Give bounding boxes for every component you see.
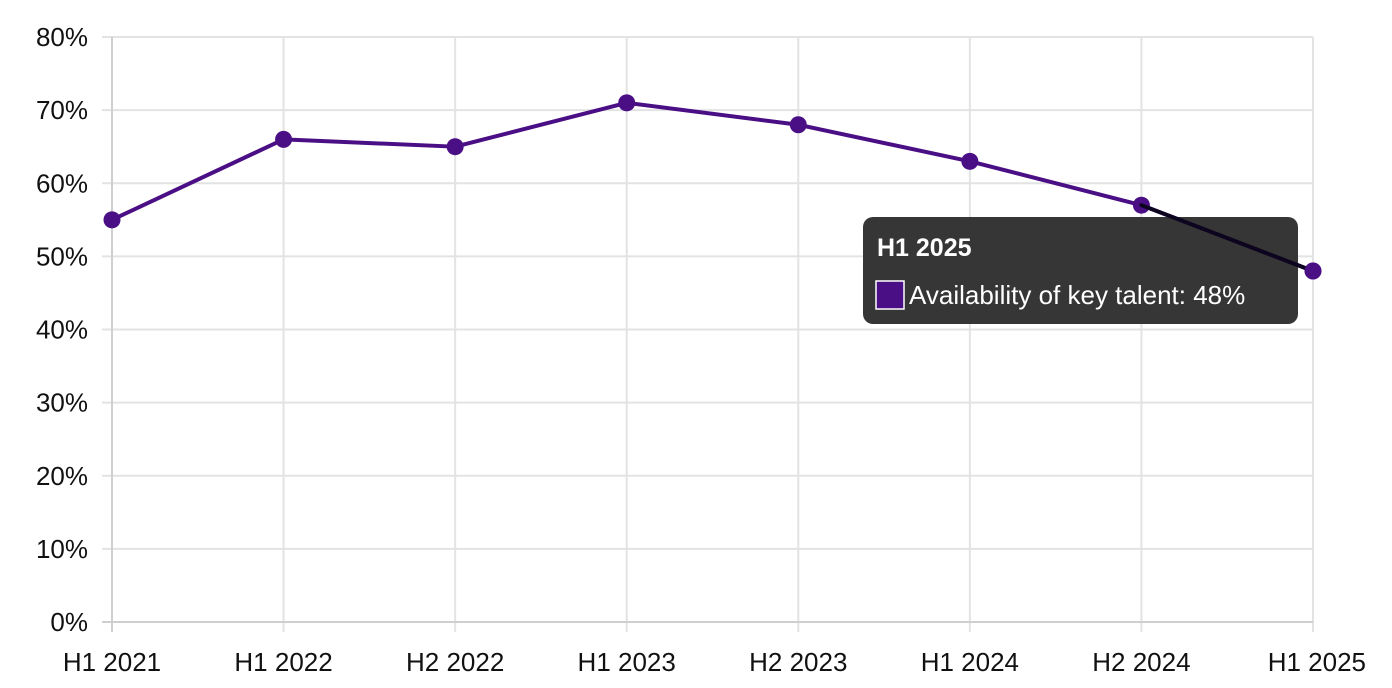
x-tick-label: H2 2022 [406,647,504,677]
series-segment-over-tooltip [1139,203,1315,273]
grid [102,36,1314,632]
x-tick-label: H1 2024 [921,647,1019,677]
data-point[interactable] [446,138,464,156]
y-tick-label: 60% [36,168,88,198]
y-tick-label: 10% [36,534,88,564]
y-tick-label: 0% [50,607,88,637]
data-point[interactable] [618,94,636,112]
data-point[interactable] [961,152,979,170]
series-overlay [1139,203,1322,280]
tooltip-color-swatch [875,280,905,310]
y-tick-label: 50% [36,241,88,271]
data-point[interactable] [103,211,121,229]
x-tick-label: H1 2023 [578,647,676,677]
tooltip-background [863,217,1298,324]
y-tick-label: 70% [36,95,88,125]
y-tick-label: 40% [36,315,88,345]
x-tick-label: H1 2021 [63,647,161,677]
tooltip-title: H1 2025 [877,234,972,262]
data-point[interactable] [275,130,293,148]
axes: 0% 10% 20% 30% 40% 50% 60% 70% 80% H1 2021 H1 2022… [36,22,1366,677]
x-tick-label: H1 2022 [234,647,332,677]
series-line [110,100,1315,273]
tooltip: H1 2025 Availability of key talent: 48% [863,217,1298,324]
x-tick-label: H2 2024 [1092,647,1190,677]
y-tick-label: 20% [36,461,88,491]
y-tick-label: 30% [36,388,88,418]
data-point-active[interactable] [1304,262,1322,280]
x-tick-label: H1 2025 [1268,647,1366,677]
data-point[interactable] [789,116,807,134]
y-tick-label: 80% [36,22,88,52]
x-tick-label: H2 2023 [749,647,847,677]
tooltip-label: Availability of key talent: 48% [909,280,1245,310]
